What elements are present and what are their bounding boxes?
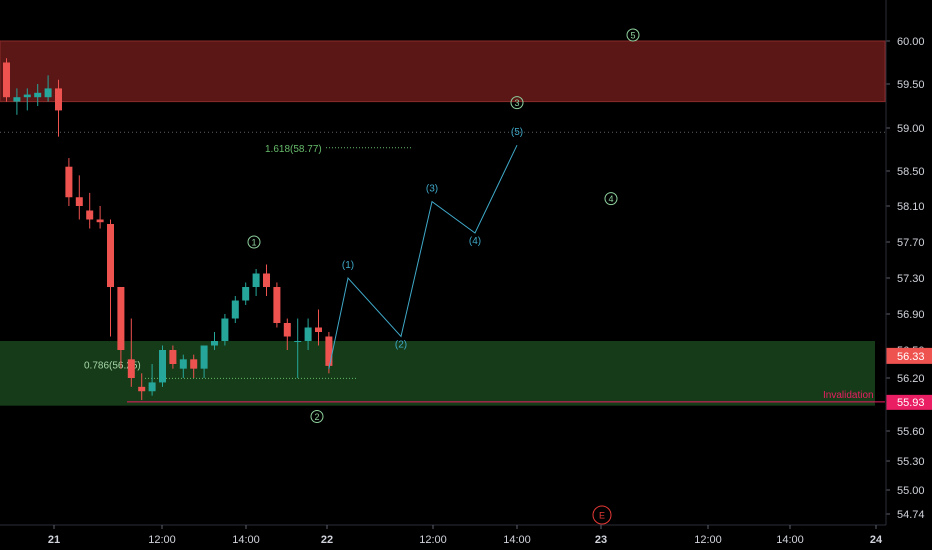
candle-body (200, 345, 208, 369)
primary-wave-circle (626, 28, 640, 42)
primary-wave-label: 4 (608, 194, 613, 204)
candle-body (169, 350, 177, 364)
primary-wave-circle (310, 410, 324, 423)
primary-wave-circle (247, 235, 261, 249)
primary-wave-label: 5 (630, 31, 635, 41)
candle-body (138, 386, 146, 392)
candle-body (263, 273, 270, 287)
invalidation-price-tag-text: 55.93 (897, 397, 925, 409)
wave-label-minor: (4) (469, 236, 481, 247)
primary-wave-label: 1 (251, 238, 256, 248)
candle-body (96, 219, 104, 223)
x-tick-label: 14:00 (232, 534, 260, 546)
x-tick-label: 12:00 (148, 534, 176, 546)
y-tick-label: 55.00 (897, 485, 925, 497)
candle-body (325, 336, 333, 366)
y-tick-label: 58.10 (897, 201, 925, 213)
candle-body (117, 287, 125, 350)
invalidation-price-tag (886, 394, 932, 410)
last-price-tag (886, 347, 932, 364)
candle-body (315, 327, 322, 332)
last-price-tag-text: 56.33 (897, 351, 925, 363)
candle-body (127, 359, 135, 378)
y-tick-label: 54.74 (897, 509, 925, 521)
x-tick-label: 12:00 (419, 534, 447, 546)
wave-label-minor: (5) (511, 127, 523, 138)
support-zone[interactable] (0, 341, 875, 406)
candle-body (294, 341, 302, 342)
y-tick-label: 57.30 (897, 273, 925, 285)
candle-body (242, 287, 250, 301)
y-tick-label: 55.30 (897, 456, 925, 468)
candle-body (23, 94, 31, 98)
candle-body (65, 166, 73, 198)
y-tick-label: 55.60 (897, 426, 925, 438)
x-tick-label: 22 (321, 534, 333, 546)
candle-body (283, 323, 291, 337)
candle-body (75, 197, 83, 206)
candle-body (34, 92, 42, 98)
primary-wave-label: 2 (314, 412, 319, 422)
candle-body (190, 359, 198, 369)
x-tick-label: 24 (870, 534, 883, 546)
candle-body (304, 327, 312, 341)
invalidation-label: Invalidation (823, 390, 874, 401)
x-tick-label: 12:00 (694, 534, 722, 546)
candle-body (231, 300, 239, 319)
wave-label-minor: (3) (426, 184, 438, 195)
y-tick-label: 56.20 (897, 373, 925, 385)
y-tick-label: 59.50 (897, 79, 925, 91)
candle-body (273, 287, 281, 323)
candle-body (107, 224, 114, 287)
primary-wave-circle (510, 96, 524, 110)
candle-body (148, 382, 156, 392)
candle-body (179, 359, 187, 369)
y-tick-label: 57.70 (897, 237, 925, 249)
primary-wave-label: 3 (514, 98, 519, 108)
x-tick-label: 23 (595, 534, 607, 546)
fib-0786-label: 0.786(56.25) (84, 360, 141, 371)
x-tick-label: 21 (48, 534, 60, 546)
wave-label-minor: (2) (395, 340, 407, 351)
primary-wave-circle (604, 192, 618, 206)
candle-body (13, 97, 21, 102)
candle-body (211, 341, 218, 346)
event-marker[interactable] (592, 505, 612, 525)
y-tick-label: 60.00 (897, 36, 925, 48)
candle-body (86, 210, 94, 220)
event-marker-label: E (599, 511, 605, 521)
candle-body (159, 350, 166, 383)
candle-body (252, 273, 260, 287)
y-tick-label: 58.50 (897, 166, 925, 178)
candle-body (221, 318, 229, 341)
x-tick-label: 14:00 (503, 534, 531, 546)
wave-label-minor: (1) (342, 260, 354, 271)
candle-body (3, 62, 10, 98)
fib-1618-label: 1.618(58.77) (265, 144, 322, 155)
resistance-zone[interactable] (0, 40, 886, 103)
y-tick-label: 56.90 (897, 309, 925, 321)
candle-body (44, 88, 52, 98)
candle-body (55, 88, 62, 111)
y-tick-label: 59.00 (897, 123, 925, 135)
wave-projection-path[interactable] (328, 144, 518, 369)
x-tick-label: 14:00 (776, 534, 804, 546)
